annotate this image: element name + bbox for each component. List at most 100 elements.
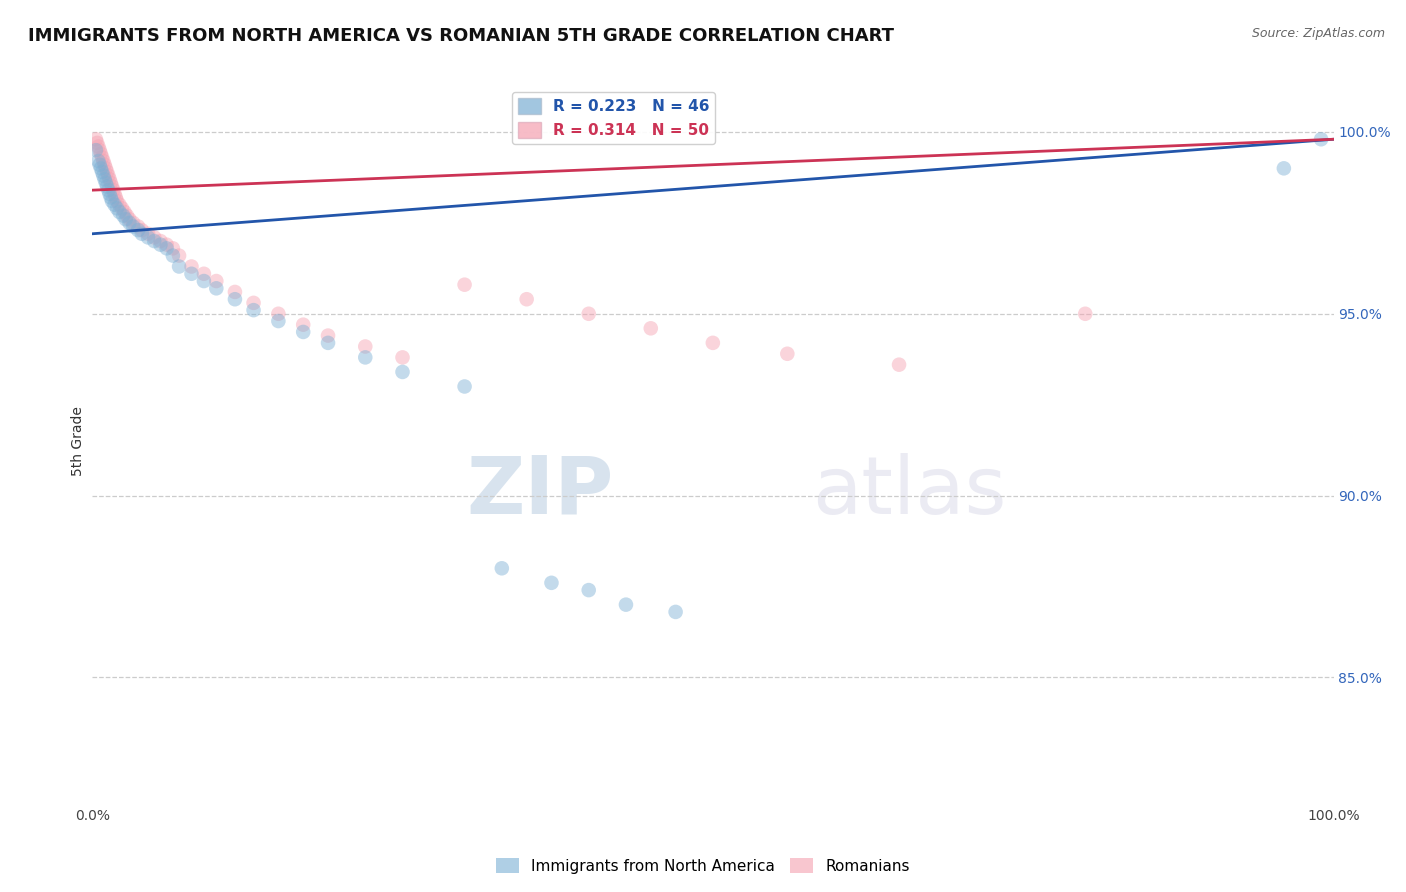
Point (112, 209, 135, 223)
Point (105, 202, 128, 216)
Point (100, 190, 122, 204)
Text: IMMIGRANTS FROM NORTH AMERICA VS ROMANIAN 5TH GRADE CORRELATION CHART: IMMIGRANTS FROM NORTH AMERICA VS ROMANIA… (28, 27, 894, 45)
Point (93, 169, 115, 183)
Point (115, 209, 138, 223)
Point (100, 176, 122, 190)
Point (101, 194, 124, 208)
Point (97, 183, 120, 197)
Point (143, 230, 166, 244)
Point (94, 161, 117, 176)
Point (89, 143, 111, 157)
Point (354, 339, 377, 353)
Point (292, 325, 315, 339)
Point (91, 150, 114, 164)
Text: Source: ZipAtlas.com: Source: ZipAtlas.com (1251, 27, 1385, 40)
Point (97, 169, 120, 183)
Point (776, 347, 799, 361)
Point (143, 234, 166, 248)
Point (665, 605, 688, 619)
Point (87, 154, 110, 169)
Point (162, 249, 184, 263)
Point (391, 365, 413, 379)
Point (614, 598, 637, 612)
Point (108, 205, 131, 219)
Point (205, 274, 228, 288)
Point (193, 267, 215, 281)
Point (90, 146, 112, 161)
Point (180, 267, 202, 281)
Point (84, 143, 107, 157)
Point (89, 158, 111, 172)
Point (136, 230, 159, 244)
Point (180, 260, 202, 274)
Point (93, 154, 115, 169)
Point (131, 223, 153, 237)
Point (156, 241, 179, 255)
Point (292, 318, 315, 332)
Point (267, 314, 290, 328)
Point (101, 179, 124, 194)
Point (108, 197, 131, 211)
Point (136, 227, 159, 241)
Point (114, 205, 136, 219)
Point (105, 194, 128, 208)
Point (84, 132, 107, 146)
Point (103, 183, 125, 197)
Point (702, 335, 724, 350)
Point (316, 335, 339, 350)
Point (205, 281, 228, 295)
Point (96, 179, 118, 194)
Point (354, 351, 377, 365)
Point (96, 165, 118, 179)
Point (193, 274, 215, 288)
Point (491, 561, 513, 575)
Point (453, 379, 475, 393)
Point (90, 161, 112, 176)
Point (167, 249, 190, 263)
Point (1310, 132, 1333, 146)
Point (86, 136, 108, 150)
Point (98, 172, 121, 186)
Point (453, 277, 475, 292)
Point (98, 186, 121, 201)
Point (122, 216, 145, 230)
Point (131, 227, 153, 241)
Point (156, 237, 179, 252)
Point (578, 583, 600, 598)
Legend: R = 0.223   N = 46, R = 0.314   N = 50: R = 0.223 N = 46, R = 0.314 N = 50 (512, 93, 716, 145)
Point (1272, 161, 1295, 176)
Point (127, 223, 149, 237)
Point (103, 197, 125, 211)
Point (516, 292, 538, 306)
Point (94, 176, 117, 190)
Point (93, 172, 115, 186)
Legend: Immigrants from North America, Romanians: Immigrants from North America, Romanians (489, 852, 917, 880)
Point (118, 216, 141, 230)
Point (149, 234, 172, 248)
Point (267, 307, 290, 321)
Point (87, 139, 110, 153)
Text: ZIP: ZIP (467, 453, 613, 531)
Point (316, 328, 339, 343)
Point (127, 219, 149, 234)
Text: atlas: atlas (813, 453, 1007, 531)
Point (391, 351, 413, 365)
Y-axis label: 5th Grade: 5th Grade (72, 406, 86, 476)
Point (122, 219, 145, 234)
Point (242, 296, 264, 310)
Point (578, 307, 600, 321)
Point (1074, 307, 1097, 321)
Point (103, 186, 125, 201)
Point (91, 165, 114, 179)
Point (887, 358, 910, 372)
Point (640, 321, 662, 335)
Point (93, 158, 115, 172)
Point (118, 212, 141, 227)
Point (224, 292, 246, 306)
Point (242, 303, 264, 318)
Point (162, 241, 184, 255)
Point (111, 202, 134, 216)
Point (540, 575, 562, 590)
Point (167, 260, 190, 274)
Point (224, 285, 246, 299)
